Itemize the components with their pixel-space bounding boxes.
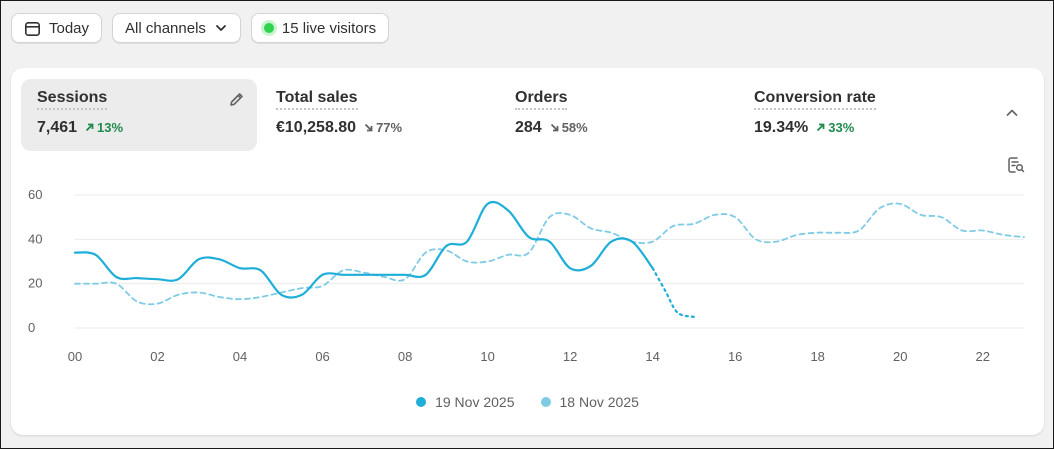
legend-label-previous: 18 Nov 2025 [559,394,639,410]
date-range-button[interactable]: Today [11,13,103,43]
metric-label: Sessions [37,89,108,110]
live-indicator-dot [263,23,274,33]
x-tick-label: 10 [480,349,494,364]
x-tick-label: 06 [315,349,329,364]
arrow-up-right-icon [817,123,825,132]
x-tick-label: 02 [150,349,164,364]
legend-dot-current [416,397,427,407]
metric-total-sales[interactable]: Total sales €10,258.80 77% [260,79,496,151]
y-tick-label: 20 [28,276,42,291]
sessions-line-chart: 0 20 40 60 00 02 04 06 08 10 12 14 16 18 20 22 [28,187,1025,364]
arrow-up-right-icon [85,123,94,132]
series-line-current-projection [651,267,695,318]
legend-label-current: 19 Nov 2025 [435,394,515,410]
metric-conversion-rate[interactable]: Conversion rate 19.34% 33% [738,79,974,151]
metric-delta-value: 13% [97,120,124,135]
series-line-current [73,200,654,299]
metric-delta-value: 33% [828,120,855,135]
x-tick-label: 18 [810,349,824,364]
chevron-up-icon[interactable] [1004,105,1020,126]
legend-item-current[interactable]: 19 Nov 2025 [416,394,515,410]
metric-label: Total sales [276,89,358,110]
x-tick-label: 16 [728,349,742,364]
metric-value: 7,461 [37,119,78,136]
y-tick-label: 40 [28,231,42,246]
analytics-card: Sessions 7,461 13% Total sales €10,258.8… [11,68,1044,435]
y-tick-label: 60 [28,187,42,202]
live-visitors-label: 15 live visitors [281,19,377,37]
metric-delta-value: 58% [561,120,588,135]
metric-delta: 77% [364,120,402,135]
metric-orders[interactable]: Orders 284 58% [499,79,735,151]
metric-label: Conversion rate [754,89,876,110]
series-line-previous [74,202,1025,306]
x-tick-label: 20 [893,349,907,364]
metric-delta: 33% [816,120,854,135]
metric-value: 284 [515,119,542,136]
y-tick-label: 0 [28,320,35,335]
metric-delta: 13% [85,120,123,135]
x-tick-label: 14 [645,349,659,364]
chart-settings-icon[interactable] [1006,155,1026,180]
toolbar: Today All channels 15 live visitors [11,13,390,43]
x-tick-label: 22 [976,349,990,364]
live-visitors-button[interactable]: 15 live visitors [250,13,390,43]
x-tick-label: 12 [563,349,577,364]
calendar-icon [24,20,41,37]
x-tick-label: 00 [68,349,82,364]
metric-label: Orders [515,89,568,110]
arrow-down-right-icon [550,123,559,132]
x-tick-label: 08 [398,349,412,364]
x-tick-label: 04 [233,349,247,364]
channel-filter-label: All channels [125,19,206,37]
legend-item-previous[interactable]: 18 Nov 2025 [540,394,639,410]
metric-delta: 58% [550,120,588,135]
metric-delta-value: 77% [376,120,403,135]
legend-dot-previous [540,397,551,407]
arrow-down-right-icon [364,123,373,132]
metric-value: 19.34% [754,119,809,136]
metric-value: €10,258.80 [276,119,357,136]
date-range-label: Today [49,19,90,37]
pencil-icon[interactable] [228,91,245,113]
chevron-down-icon [214,21,228,35]
metric-sessions[interactable]: Sessions 7,461 13% [21,79,257,151]
chart-legend: 19 Nov 2025 18 Nov 2025 [11,394,1044,410]
channel-filter-dropdown[interactable]: All channels [112,13,241,43]
